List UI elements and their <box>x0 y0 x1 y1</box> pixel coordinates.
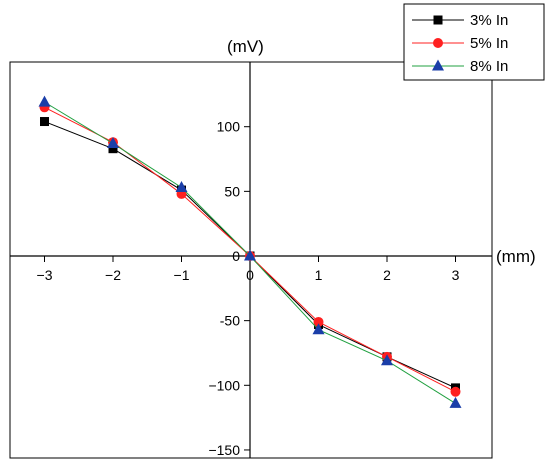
x-tick-label: 0 <box>246 267 254 283</box>
legend-label: 8% In <box>470 58 508 75</box>
data-point-square <box>433 15 443 25</box>
x-axis-unit: (mm) <box>496 247 536 266</box>
data-point-triangle <box>107 137 119 149</box>
series-layer <box>38 95 462 408</box>
y-tick-label: −150 <box>208 442 240 458</box>
data-point-square <box>108 144 118 154</box>
x-tick-label: 3 <box>452 267 460 283</box>
data-point-triangle <box>381 354 393 366</box>
data-point-square <box>40 117 49 127</box>
legend: 3% In 5% In 8% In <box>403 3 545 81</box>
x-tick-label: −1 <box>174 267 190 283</box>
y-tick-label: 0 <box>232 248 240 264</box>
x-tick-label: 1 <box>315 267 323 283</box>
plot-frame <box>9 61 493 459</box>
legend-box <box>403 3 545 81</box>
y-tick-label: -50 <box>220 313 240 329</box>
axes: −3 −2 −1 0 1 2 3 −150 −100 -50 0 50 100 <box>10 62 492 458</box>
data-point-triangle <box>449 396 462 408</box>
y-tick-label: 50 <box>224 183 240 199</box>
data-point-triangle <box>38 95 51 107</box>
x-tick-label: 2 <box>383 267 391 283</box>
data-point-circle <box>450 386 461 397</box>
y-tick-label: −100 <box>208 377 240 393</box>
data-point-circle <box>433 38 443 48</box>
data-point-triangle <box>432 59 444 71</box>
legend-label: 5% In <box>470 35 508 52</box>
data-point-circle <box>313 316 324 327</box>
data-point-triangle <box>175 180 188 192</box>
y-tick-label: 100 <box>217 119 241 135</box>
x-tick-label: −3 <box>37 267 53 283</box>
x-tick-label: −2 <box>105 267 121 283</box>
y-axis-unit: (mV) <box>227 37 264 56</box>
legend-label: 3% In <box>470 12 508 29</box>
data-point-triangle <box>312 323 325 335</box>
series-3 <box>38 95 462 408</box>
data-point-triangle <box>244 249 256 261</box>
